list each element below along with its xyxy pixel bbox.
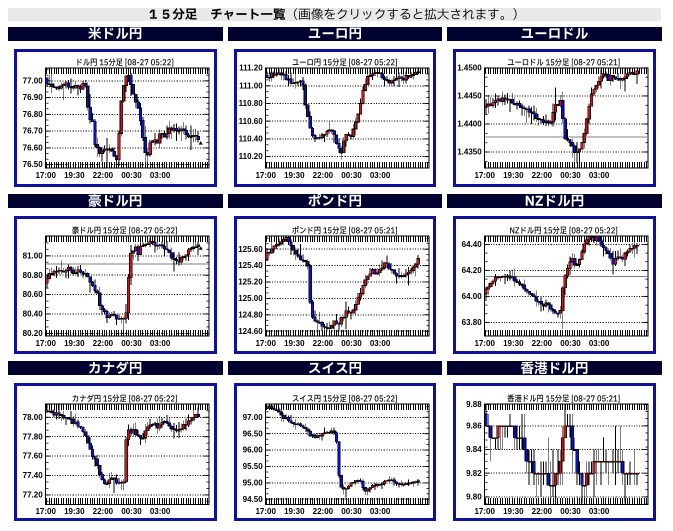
svg-text:17:00: 17:00: [255, 507, 276, 516]
svg-text:9.84: 9.84: [466, 445, 482, 454]
svg-text:03:00: 03:00: [370, 507, 391, 516]
svg-text:03:00: 03:00: [370, 339, 391, 348]
svg-text:124.60: 124.60: [238, 326, 263, 335]
svg-text:80.80: 80.80: [23, 270, 44, 279]
svg-text:03:00: 03:00: [589, 171, 610, 180]
svg-text:22:00: 22:00: [93, 171, 114, 180]
svg-text:22:00: 22:00: [532, 507, 553, 516]
svg-text:111.00: 111.00: [239, 81, 263, 90]
svg-text:80.40: 80.40: [23, 309, 44, 318]
svg-text:110.40: 110.40: [238, 134, 263, 143]
svg-text:00:30: 00:30: [341, 507, 362, 516]
svg-text:78.00: 78.00: [23, 412, 44, 421]
svg-text:125.20: 125.20: [238, 277, 263, 286]
svg-text:03:00: 03:00: [589, 507, 610, 516]
svg-text:22:00: 22:00: [312, 339, 333, 348]
svg-text:03:00: 03:00: [150, 339, 171, 348]
svg-text:125.00: 125.00: [238, 294, 263, 303]
svg-text:1.4450: 1.4450: [458, 91, 483, 100]
svg-text:125.40: 125.40: [238, 261, 263, 270]
svg-text:76.80: 76.80: [23, 109, 44, 118]
svg-text:64.40: 64.40: [462, 240, 483, 249]
svg-text:77.60: 77.60: [23, 451, 44, 460]
svg-text:110.20: 110.20: [238, 152, 263, 161]
svg-text:19:30: 19:30: [284, 171, 305, 180]
svg-text:00:30: 00:30: [121, 507, 142, 516]
svg-text:94.50: 94.50: [242, 494, 263, 503]
svg-text:00:30: 00:30: [561, 507, 582, 516]
svg-text:77.80: 77.80: [23, 432, 44, 441]
svg-text:9.88: 9.88: [466, 400, 482, 409]
svg-text:80.60: 80.60: [23, 290, 44, 299]
svg-text:19:30: 19:30: [284, 339, 305, 348]
svg-text:17:00: 17:00: [255, 171, 276, 180]
svg-text:77.00: 77.00: [23, 76, 44, 85]
svg-text:9.86: 9.86: [466, 421, 482, 430]
svg-text:00:30: 00:30: [341, 339, 362, 348]
svg-text:03:00: 03:00: [150, 171, 171, 180]
svg-text:00:30: 00:30: [341, 171, 362, 180]
svg-text:03:00: 03:00: [589, 339, 610, 348]
svg-text:76.90: 76.90: [23, 93, 44, 102]
svg-text:76.60: 76.60: [23, 143, 44, 152]
svg-text:19:30: 19:30: [64, 339, 85, 348]
svg-text:110.80: 110.80: [238, 99, 263, 108]
svg-text:00:30: 00:30: [121, 171, 142, 180]
svg-text:64.00: 64.00: [462, 292, 483, 301]
svg-text:22:00: 22:00: [532, 171, 553, 180]
svg-text:17:00: 17:00: [255, 339, 276, 348]
svg-text:03:00: 03:00: [370, 171, 391, 180]
svg-text:125.60: 125.60: [238, 244, 263, 253]
svg-text:81.00: 81.00: [23, 251, 44, 260]
svg-text:19:30: 19:30: [503, 507, 524, 516]
svg-text:97.00: 97.00: [242, 412, 263, 421]
svg-text:22:00: 22:00: [312, 171, 333, 180]
svg-text:95.00: 95.00: [242, 478, 263, 487]
svg-text:96.50: 96.50: [242, 429, 263, 438]
svg-text:03:00: 03:00: [150, 507, 171, 516]
svg-text:17:00: 17:00: [36, 507, 57, 516]
svg-text:76.50: 76.50: [23, 160, 44, 169]
svg-text:00:30: 00:30: [561, 339, 582, 348]
svg-text:111.20: 111.20: [239, 63, 263, 72]
svg-text:17:00: 17:00: [475, 171, 496, 180]
svg-text:76.70: 76.70: [23, 126, 44, 135]
svg-text:77.40: 77.40: [23, 471, 44, 480]
svg-text:17:00: 17:00: [475, 507, 496, 516]
svg-text:22:00: 22:00: [312, 507, 333, 516]
svg-text:17:00: 17:00: [36, 339, 57, 348]
svg-text:80.20: 80.20: [23, 329, 44, 338]
svg-text:19:30: 19:30: [284, 507, 305, 516]
svg-text:1.4400: 1.4400: [458, 119, 483, 128]
svg-text:19:30: 19:30: [503, 171, 524, 180]
svg-text:77.20: 77.20: [23, 490, 44, 499]
svg-text:17:00: 17:00: [475, 339, 496, 348]
svg-text:22:00: 22:00: [93, 507, 114, 516]
svg-text:1.4500: 1.4500: [458, 63, 483, 72]
svg-text:95.50: 95.50: [242, 462, 263, 471]
svg-text:63.80: 63.80: [462, 318, 483, 327]
svg-text:17:00: 17:00: [36, 171, 57, 180]
svg-text:00:30: 00:30: [561, 171, 582, 180]
svg-text:9.80: 9.80: [466, 492, 482, 501]
svg-text:124.80: 124.80: [238, 310, 263, 319]
svg-text:64.20: 64.20: [462, 266, 483, 275]
svg-text:19:30: 19:30: [64, 507, 85, 516]
svg-text:9.82: 9.82: [466, 468, 482, 477]
svg-text:1.4350: 1.4350: [458, 147, 483, 156]
svg-text:110.60: 110.60: [238, 116, 263, 125]
svg-text:22:00: 22:00: [532, 339, 553, 348]
svg-text:96.00: 96.00: [242, 445, 263, 454]
svg-text:19:30: 19:30: [503, 339, 524, 348]
svg-text:00:30: 00:30: [121, 339, 142, 348]
svg-text:19:30: 19:30: [64, 171, 85, 180]
svg-text:22:00: 22:00: [93, 339, 114, 348]
